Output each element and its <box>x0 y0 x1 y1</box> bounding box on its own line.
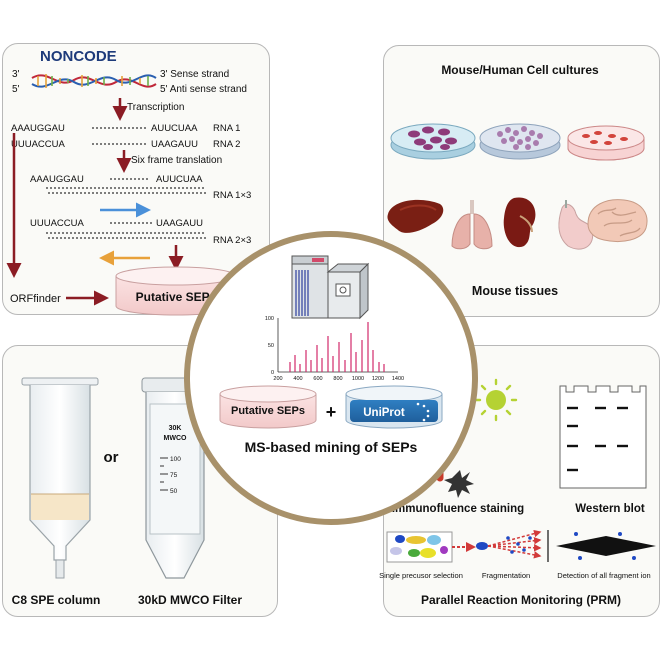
liver-icon <box>387 199 444 233</box>
cell-culture-title: Mouse/Human Cell cultures <box>441 63 599 77</box>
immuno-label: Immunofluence staining <box>392 503 524 515</box>
putative-seps-label-top: Putative SEPs <box>136 290 217 304</box>
dna-3prime-label: 3' <box>12 69 20 80</box>
translation-label: Six frame translation <box>131 155 222 166</box>
petri-dish-1-icon <box>390 123 476 160</box>
western-blot-label: Western blot <box>575 503 645 515</box>
filter-text-top: 30K <box>169 425 182 432</box>
antigen-star-icon <box>444 470 474 498</box>
prm-scheme <box>386 529 656 563</box>
filter-mark-75: 75 <box>170 472 178 479</box>
prm-step1-label: Single precusor selection <box>379 571 463 580</box>
petri-dish-3-icon <box>567 125 645 161</box>
mouse-tissues-label: Mouse tissues <box>472 284 558 298</box>
noncode-section: NONCODE 3' 5' 3' Sense strand 5' Anti se… <box>6 48 251 316</box>
spectrum-x-tick-1200: 1200 <box>372 376 384 382</box>
kidney-icon <box>503 197 536 248</box>
brain-icon <box>587 199 648 242</box>
spectrum-y-tick-100: 100 <box>265 316 274 322</box>
prm-step2-label: Fragmentation <box>482 571 530 580</box>
frame2-label: RNA 2×3 <box>213 235 251 246</box>
frame2-right-seq: UAAGAUU <box>156 218 203 229</box>
frame2-left-seq: UUUACCUA <box>30 218 85 229</box>
putative-seps-label-center: Putative SEPs <box>231 405 305 417</box>
putative-seps-dish-center <box>219 385 317 429</box>
filter-mark-100: 100 <box>170 456 181 463</box>
noncode-logo: NONCODE <box>40 48 117 65</box>
sense-strand-label: 3' Sense strand <box>160 69 229 80</box>
center-circle <box>184 231 478 525</box>
transcription-label: Transcription <box>127 102 184 113</box>
spectrum-x-tick-800: 800 <box>333 376 342 382</box>
validation-section: Immunofluence staining Western blot <box>379 378 656 607</box>
spectrum-x-tick-1000: 1000 <box>352 376 364 382</box>
mwco-filter-label: 30kD MWCO Filter <box>138 593 242 607</box>
mwco-filter-icon <box>141 377 209 579</box>
rna2-right-seq: UAAGAUU <box>151 139 198 150</box>
spe-column-icon <box>21 377 99 579</box>
rna1-label: RNA 1 <box>213 123 240 134</box>
prm-label: Parallel Reaction Monitoring (PRM) <box>421 593 621 607</box>
rna2-label: RNA 2 <box>213 139 240 150</box>
western-blot-icon <box>559 385 647 489</box>
spectrum-y-tick-50: 50 <box>268 343 274 349</box>
frame1-left-seq: AAAUGGAU <box>30 174 84 185</box>
spectrum-x-tick-1400: 1400 <box>392 376 404 382</box>
lung-icon <box>451 200 493 250</box>
mass-spectrometer-icon <box>291 255 370 320</box>
spectrum-x-tick-200: 200 <box>273 376 282 382</box>
dna-helix-icon <box>31 74 157 88</box>
filter-mark-50: 50 <box>170 488 178 495</box>
center-title: MS-based mining of SEPs <box>245 439 418 455</box>
cell-culture-section: Mouse/Human Cell cultures <box>387 63 648 298</box>
rna1-left-seq: AAAUGGAU <box>11 123 65 134</box>
frame1-right-seq: AUUCUAA <box>156 174 203 185</box>
ms-spectrum: 100 50 0 200 400 600 800 1000 1200 1400 <box>265 316 404 382</box>
or-label: or <box>104 449 119 466</box>
uniprot-dish-icon <box>345 385 443 429</box>
rna1-right-seq: AUUCUAA <box>151 123 198 134</box>
fluorescence-sun-icon <box>474 378 518 422</box>
spectrum-x-tick-600: 600 <box>313 376 322 382</box>
spe-column-label: C8 SPE column <box>12 593 101 607</box>
filter-text-sub: MWCO <box>164 435 187 442</box>
antisense-strand-label: 5' Anti sense strand <box>160 84 247 95</box>
uniprot-logo-text: UniProt <box>363 407 405 419</box>
frame1-label: RNA 1×3 <box>213 190 251 201</box>
spectrum-x-tick-400: 400 <box>293 376 302 382</box>
rna2-left-seq: UUUACCUA <box>11 139 66 150</box>
petri-dish-2-icon <box>479 123 561 160</box>
spectrum-y-tick-0: 0 <box>271 370 274 376</box>
dna-5prime-label: 5' <box>12 84 20 95</box>
sample-prep-section: or 30K MWCO 100 75 50 C8 SPE column 30kD… <box>12 377 242 607</box>
plus-sign: + <box>326 402 337 422</box>
prm-step3-label: Detection of all fragment ion <box>557 571 650 580</box>
orffinder-label: ORFfinder <box>10 293 61 305</box>
